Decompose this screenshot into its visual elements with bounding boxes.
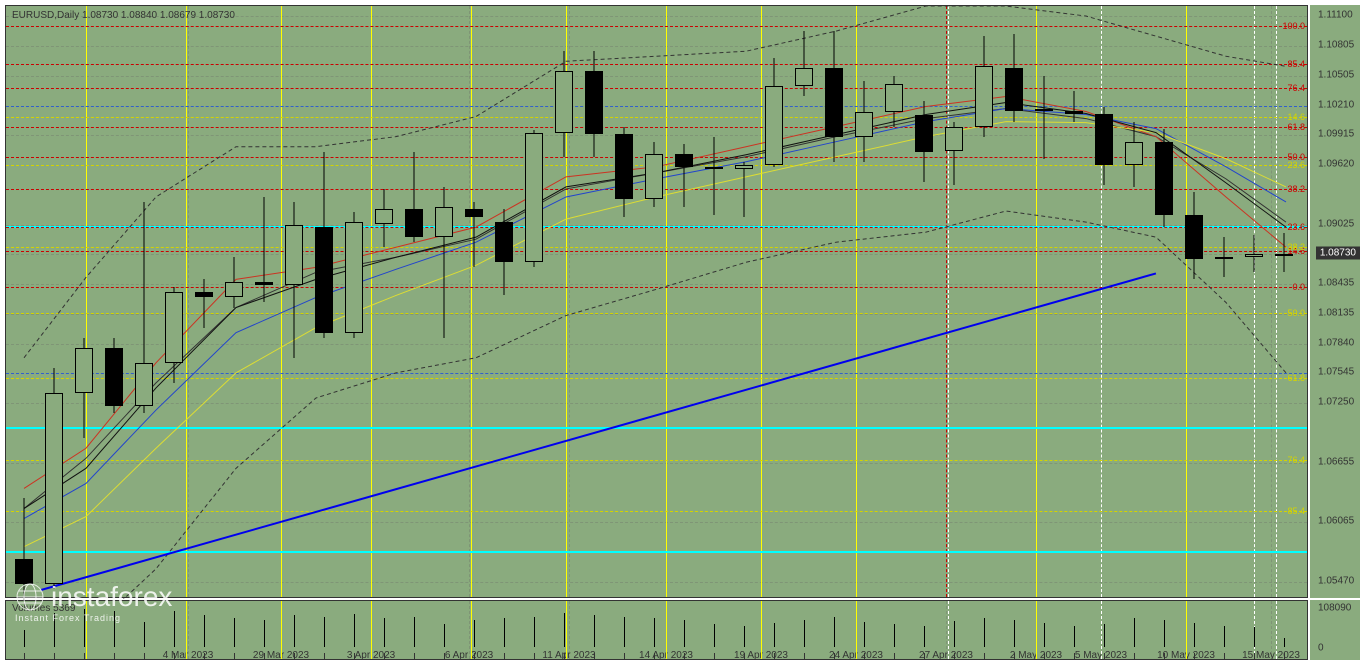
fib-level-label: 76.4 bbox=[1287, 83, 1305, 93]
current-price-label: 1.08730 bbox=[1316, 247, 1360, 260]
fib-level-label: 38.2 bbox=[1287, 242, 1305, 252]
volume-bar bbox=[984, 618, 985, 647]
volume-bar bbox=[204, 615, 205, 647]
volume-bar bbox=[714, 624, 715, 647]
y-axis-tick: 1.10505 bbox=[1318, 69, 1354, 80]
y-axis-tick: 1.10210 bbox=[1318, 99, 1354, 110]
y-axis-tick: 1.06065 bbox=[1318, 516, 1354, 527]
volume-bar bbox=[1254, 627, 1255, 647]
volume-bar bbox=[294, 615, 295, 647]
fib-level-label: 100.0 bbox=[1282, 21, 1305, 31]
volume-bar bbox=[654, 618, 655, 647]
fib-level-label: 23.6 bbox=[1287, 222, 1305, 232]
y-axis-tick: 1.11100 bbox=[1318, 10, 1353, 21]
y-axis-tick: 1.07840 bbox=[1318, 337, 1354, 348]
fib-level-label: 85.4 bbox=[1287, 506, 1305, 516]
watermark-text: instaforex bbox=[51, 581, 172, 613]
y-axis-tick: 1.07545 bbox=[1318, 367, 1354, 378]
y-axis-tick: 1.09025 bbox=[1318, 218, 1354, 229]
volume-bar bbox=[774, 623, 775, 647]
volume-bar bbox=[864, 622, 865, 647]
volume-bar bbox=[1224, 626, 1225, 647]
y-axis-tick: 1.07250 bbox=[1318, 397, 1354, 408]
broker-watermark: instaforex Instant Forex Trading bbox=[15, 581, 172, 623]
volume-bar bbox=[474, 620, 475, 647]
volume-bar bbox=[504, 618, 505, 647]
volume-bar bbox=[414, 617, 415, 647]
volume-bar bbox=[684, 620, 685, 647]
globe-icon bbox=[15, 582, 45, 612]
volume-bar bbox=[1104, 624, 1105, 647]
chart-container: EURUSD,Daily 1.08730 1.08840 1.08679 1.0… bbox=[0, 0, 1366, 668]
y-axis-tick: 1.10805 bbox=[1318, 39, 1354, 50]
fib-level-label: 61.8 bbox=[1287, 122, 1305, 132]
volume-bar bbox=[834, 617, 835, 647]
y-axis-tick: 1.06655 bbox=[1318, 456, 1354, 467]
x-axis-tick: 4 Mar 2023 bbox=[163, 650, 214, 661]
x-axis-tick: 6 Apr 2023 bbox=[445, 650, 493, 661]
y-axis-tick: 1.05470 bbox=[1318, 575, 1354, 586]
y-axis-panel: 1.11100 1.10805 1.10505 1.10210 1.09915 1.096… bbox=[1310, 5, 1360, 598]
volume-bar bbox=[264, 620, 265, 647]
fib-level-label: 61.8 bbox=[1287, 373, 1305, 383]
volume-bar bbox=[1134, 618, 1135, 647]
volume-bar bbox=[354, 614, 355, 647]
volume-bar bbox=[594, 615, 595, 647]
x-axis-tick: 27 Apr 2023 bbox=[919, 650, 973, 661]
fib-level-label: 76.4 bbox=[1287, 455, 1305, 465]
chart-title: EURUSD,Daily 1.08730 1.08840 1.08679 1.0… bbox=[12, 10, 235, 21]
y-axis-tick: 1.08135 bbox=[1318, 308, 1354, 319]
fib-level-label: 50.0 bbox=[1287, 308, 1305, 318]
trend-line[interactable] bbox=[41, 272, 1157, 591]
watermark-logo: instaforex bbox=[15, 581, 172, 613]
x-axis-tick: 15 May 2023 bbox=[1242, 650, 1300, 661]
volume-bar bbox=[1074, 626, 1075, 647]
y-axis-tick: 1.09620 bbox=[1318, 158, 1354, 169]
volume-panel[interactable]: Volumes 5369 4 Mar 202329 Mar 20233 Apr … bbox=[5, 600, 1308, 660]
volume-bar bbox=[804, 620, 805, 647]
volume-bar bbox=[954, 621, 955, 647]
volume-bar bbox=[924, 626, 925, 647]
volume-bar bbox=[24, 630, 25, 647]
volume-bar bbox=[1164, 620, 1165, 647]
fib-level-label: 85.4 bbox=[1287, 59, 1305, 69]
price-chart-panel[interactable]: EURUSD,Daily 1.08730 1.08840 1.08679 1.0… bbox=[5, 5, 1308, 598]
y-axis-tick: 1.09915 bbox=[1318, 129, 1354, 140]
x-axis-tick: 11 Apr 2023 bbox=[542, 650, 595, 661]
volume-bar bbox=[384, 618, 385, 647]
y-axis-tick: 1.08435 bbox=[1318, 277, 1354, 288]
fib-level-label: 23.6 bbox=[1287, 160, 1305, 170]
volume-bar bbox=[564, 613, 565, 647]
fib-level-label: 14.6 bbox=[1287, 112, 1305, 122]
volume-y-axis: 1080900 bbox=[1310, 600, 1360, 660]
fib-level-label: 0.0 bbox=[1292, 282, 1305, 292]
volume-bar bbox=[234, 618, 235, 647]
volume-bar bbox=[444, 624, 445, 647]
volume-bar bbox=[744, 626, 745, 647]
volume-bar bbox=[624, 617, 625, 647]
volume-bar bbox=[1194, 623, 1195, 647]
volume-bar bbox=[174, 611, 175, 647]
fib-level-label: 38.2 bbox=[1287, 184, 1305, 194]
volume-bar bbox=[1284, 638, 1285, 647]
volume-bar bbox=[324, 617, 325, 647]
volume-bar bbox=[1044, 623, 1045, 647]
watermark-subtitle: Instant Forex Trading bbox=[15, 613, 172, 623]
volume-bar bbox=[144, 622, 145, 647]
volume-bar bbox=[534, 617, 535, 647]
volume-bar bbox=[1014, 620, 1015, 647]
volume-bar bbox=[894, 624, 895, 647]
